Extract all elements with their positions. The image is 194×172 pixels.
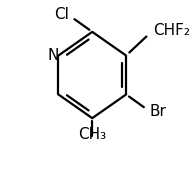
- Text: Br: Br: [150, 104, 167, 119]
- Text: Cl: Cl: [54, 7, 68, 22]
- Text: CHF₂: CHF₂: [153, 23, 190, 38]
- Text: N: N: [48, 48, 59, 63]
- Text: CH₃: CH₃: [78, 127, 106, 142]
